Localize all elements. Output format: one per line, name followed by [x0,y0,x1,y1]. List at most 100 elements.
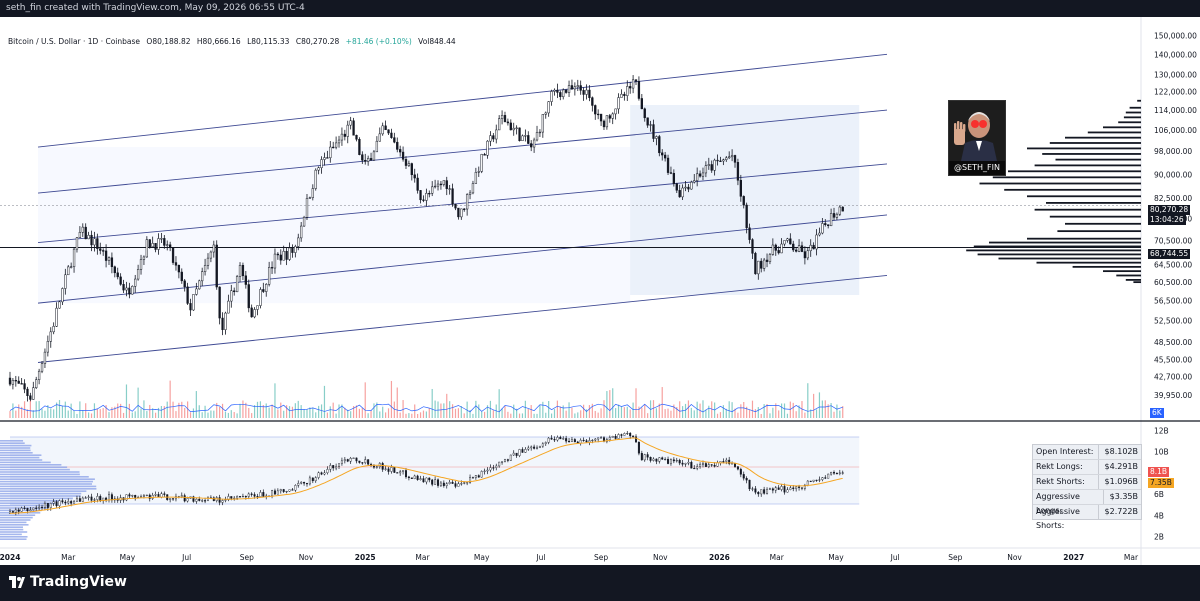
candle-body [40,363,44,372]
volume-bar [286,405,288,418]
volume-profile-bar [1027,237,1141,240]
volume-bar [737,412,739,418]
stats-row: Rekt Longs: $4.291B [1033,460,1141,475]
candle-body [404,159,408,166]
volume-bar [379,411,381,418]
volume-bar [513,404,515,418]
volume-bar [76,413,78,418]
candle-body [119,276,122,285]
oi-tick-label: 6B [1154,490,1164,499]
volume-bar [417,413,419,418]
volume-bar [73,410,75,418]
oi-candle-body [343,459,346,462]
volume-bar [658,403,660,418]
candle-body [477,171,480,173]
candle-body [457,207,460,218]
tradingview-logo-icon[interactable] [9,576,25,590]
candle-body [800,245,804,252]
candle-body [352,120,355,136]
candle-body [273,253,277,269]
volume-bar [786,413,789,418]
volume-profile-bar [1072,265,1141,268]
volume-bar [460,405,462,418]
volume-bar [268,407,270,418]
candle-body [256,305,259,310]
volume-bar [230,410,232,418]
candle-body [131,286,134,295]
volume-bar [137,387,139,418]
oi-candle-body [800,487,803,489]
volume-bar [245,402,247,418]
oi-candle-body [78,498,81,502]
candle-body [754,253,757,275]
price-tick-label: 45,500.00 [1154,355,1192,364]
candle-body [58,301,61,309]
oi-profile-bar [0,536,28,538]
volume-bar [306,409,308,418]
oi-profile-bar [0,452,33,454]
oi-candle-body [766,489,769,494]
volume-bar [111,407,113,418]
volume-bar [670,410,672,418]
volume-bar [478,404,480,418]
volume-bar [545,412,547,418]
candle-body [535,132,539,141]
volume-bar [12,403,14,418]
symbol-name[interactable]: Bitcoin / U.S. Dollar · 1D · Coinbase [8,37,141,46]
candle-body [288,247,291,260]
volume-bar [318,405,320,418]
candle-body [515,127,518,129]
oi-candle-body [55,501,58,507]
oi-candle-body [390,467,393,472]
oi-candle-body [186,498,189,502]
candle-body [218,286,221,319]
oi-candle-body [326,469,329,474]
volume-bar [772,407,774,418]
volume-bar [242,400,244,418]
candle-body [99,248,102,251]
volume-bar [644,404,646,418]
brand-name[interactable]: TradingView [30,574,127,590]
oi-candle-body [442,482,445,486]
candle-body [646,117,649,126]
oi-candle-body [512,452,515,456]
oi-candle-body [372,465,375,468]
candle-body [206,257,210,266]
volume-bar [472,413,474,418]
oi-candle-body [830,472,833,475]
volume-bar [443,403,445,418]
candle-body [23,383,26,390]
volume-bar [446,393,448,418]
oi-candle-body [768,488,771,490]
hline-price-tag: 68,744.55 [1148,249,1191,259]
volume-bar [469,410,471,418]
volume-profile-bar [1008,170,1141,173]
candle-body [160,238,163,240]
oi-candle-body [713,464,716,467]
candle-body [136,269,140,280]
candle-body [707,164,710,166]
volume-bar [836,404,838,418]
oi-candle-body [509,454,512,461]
candle-body [428,192,431,195]
volume-bar [789,401,791,418]
candle-body [722,159,725,162]
oi-candle-body [131,495,134,497]
chart-canvas[interactable]: 150,000.00 140,000.00 130,000.00 122,000.00… [0,17,1200,565]
candle-body [416,177,419,191]
volume-value: Vol848.44 [418,37,456,46]
volume-bar [830,403,832,418]
candle-body [11,379,15,385]
oi-candle-body [273,490,276,495]
candle-body [649,124,652,126]
volume-bar [839,410,841,418]
volume-bar [673,404,675,418]
volume-bar [655,408,657,418]
candle-body [378,133,381,142]
oi-candle-body [84,497,87,499]
oi-candle-body [748,479,751,490]
chart-panel[interactable]: 150,000.00 140,000.00 130,000.00 122,000.00… [0,17,1200,565]
candle-body [678,190,681,198]
oi-candle-body [399,471,402,474]
volume-bar [350,411,352,418]
